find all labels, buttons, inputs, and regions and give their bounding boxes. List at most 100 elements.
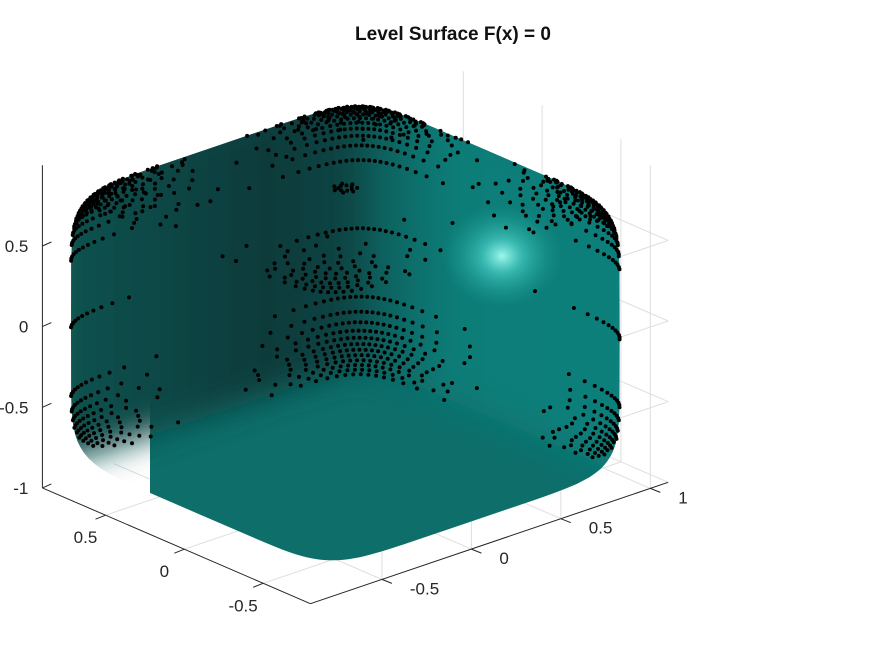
sample-point	[411, 154, 416, 159]
sample-point	[363, 335, 368, 340]
sample-point	[273, 382, 278, 387]
sample-point	[355, 342, 360, 347]
sample-point	[391, 125, 396, 130]
sample-point	[336, 105, 341, 110]
sample-point	[584, 228, 589, 233]
sample-point	[370, 110, 375, 115]
sample-point	[334, 322, 339, 327]
sample-point	[320, 347, 325, 351]
sample-point	[366, 372, 371, 377]
level-surface	[71, 106, 620, 561]
sample-point	[585, 421, 590, 426]
sample-point	[420, 309, 425, 314]
sample-point	[380, 365, 385, 370]
sample-point	[358, 116, 362, 121]
sample-point	[245, 133, 250, 138]
sample-point	[328, 370, 333, 375]
sample-point	[321, 131, 326, 136]
sample-point	[312, 133, 317, 138]
sample-point	[133, 192, 138, 197]
sample-point	[406, 130, 411, 135]
sample-point	[500, 190, 505, 195]
sample-point	[85, 428, 90, 433]
sample-point	[357, 109, 362, 114]
sample-point	[415, 139, 420, 144]
sample-point	[328, 313, 333, 317]
sample-point	[337, 227, 342, 232]
sample-point	[134, 408, 139, 413]
sample-point	[541, 409, 546, 414]
sample-point	[363, 241, 368, 246]
sample-point	[493, 181, 498, 186]
sample-point	[296, 127, 301, 132]
sample-point	[610, 325, 615, 330]
sample-point	[420, 357, 425, 362]
sample-point	[116, 415, 120, 420]
sample-point	[256, 132, 261, 137]
sample-point	[574, 188, 579, 193]
sample-point	[120, 214, 125, 219]
sample-point	[586, 203, 591, 208]
sample-point	[577, 208, 582, 213]
sample-point	[536, 214, 541, 218]
sample-point	[565, 192, 570, 197]
sample-point	[269, 393, 274, 398]
sample-point	[360, 367, 365, 372]
sample-point	[315, 232, 320, 237]
sample-point	[384, 123, 389, 128]
sample-point	[569, 438, 574, 443]
sample-point	[176, 420, 181, 425]
sample-point	[99, 305, 104, 310]
sample-point	[86, 421, 91, 425]
sample-point	[565, 184, 570, 189]
sample-point	[314, 140, 319, 145]
sample-point	[83, 229, 88, 234]
sample-point	[599, 210, 604, 215]
sample-point	[372, 354, 377, 359]
sample-point	[339, 337, 343, 342]
sample-point	[584, 199, 589, 203]
sample-point	[595, 248, 600, 253]
sample-point	[525, 176, 530, 180]
sample-point	[617, 267, 622, 272]
sample-point	[140, 209, 145, 214]
sample-point	[355, 358, 359, 363]
sample-point	[555, 190, 560, 194]
sample-point	[385, 356, 390, 361]
sample-point	[109, 404, 114, 409]
sample-point	[292, 146, 297, 151]
sample-point	[80, 314, 85, 318]
sample-point	[408, 338, 413, 343]
sample-point	[321, 114, 326, 119]
sample-point	[355, 185, 360, 190]
sample-point	[285, 261, 290, 266]
sample-point	[124, 398, 129, 403]
sample-point	[84, 380, 88, 385]
sample-point	[468, 355, 472, 360]
sample-point	[606, 224, 611, 229]
sample-point	[386, 116, 391, 121]
sample-point	[605, 240, 610, 244]
sample-point	[323, 271, 328, 276]
sample-point	[332, 184, 337, 189]
sample-point	[78, 409, 83, 414]
sample-point	[79, 398, 83, 403]
sample-point	[390, 377, 395, 382]
sample-point	[132, 220, 137, 225]
sample-point	[557, 427, 562, 432]
sample-point	[148, 434, 153, 439]
sample-point	[310, 327, 315, 332]
z-tick-mark	[42, 241, 52, 247]
sample-point	[582, 405, 587, 409]
sample-point	[302, 286, 307, 291]
sample-point	[382, 312, 387, 317]
sample-point	[365, 294, 370, 299]
y-tick-mark	[471, 548, 482, 554]
sample-point	[137, 433, 142, 438]
sample-point	[596, 212, 601, 217]
sample-point	[596, 453, 601, 458]
sample-point	[330, 350, 335, 355]
sample-point	[390, 138, 395, 143]
sample-point	[351, 259, 356, 264]
sample-point	[592, 409, 597, 414]
